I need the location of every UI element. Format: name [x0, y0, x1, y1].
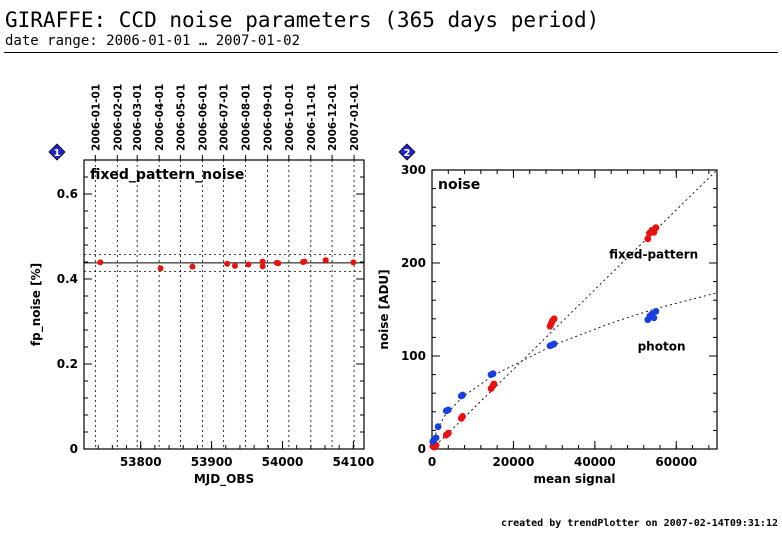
data-point-fixed-pattern — [459, 413, 466, 420]
top-axis-date-label: 2006-04-01 — [154, 84, 166, 151]
data-point-photon — [650, 314, 658, 322]
data-point-photon — [432, 434, 440, 442]
panel-badge-icon — [48, 143, 66, 161]
data-point-photon — [444, 406, 452, 414]
data-point — [224, 260, 231, 267]
data-point-photon — [434, 423, 442, 431]
top-axis-date-label: 2006-05-01 — [175, 84, 187, 151]
header-divider — [4, 52, 778, 53]
data-point-photon — [459, 391, 466, 399]
y-tick-label: 0 — [70, 442, 78, 456]
top-axis-date-label: 2007-01-01 — [349, 84, 361, 151]
panel-badge-icon — [398, 143, 416, 161]
y-tick-label: 0 — [418, 442, 426, 456]
panel-badge-number: 1 — [54, 148, 61, 159]
top-axis-date-label: 2006-12-01 — [327, 84, 339, 151]
y-tick-label: 0.6 — [57, 187, 78, 201]
data-point-fixed-pattern — [444, 429, 452, 437]
top-axis-date-label: 2006-03-01 — [132, 84, 144, 151]
data-point — [275, 260, 282, 267]
annotation-fixed-pattern: fixed-pattern — [609, 247, 698, 261]
data-point — [301, 258, 308, 265]
y-tick-label: 200 — [401, 256, 426, 270]
x-tick-label: 20000 — [493, 455, 535, 469]
data-point-photon — [489, 370, 497, 378]
y-axis-label: fp_noise [%] — [29, 263, 44, 346]
top-axis-date-label: 2006-08-01 — [241, 84, 253, 151]
y-tick-label: 100 — [401, 349, 426, 363]
top-axis-date-label: 2006-06-01 — [197, 84, 209, 151]
data-point — [97, 259, 104, 266]
top-axis-date-label: 2006-01-01 — [90, 84, 102, 151]
top-axis-date-label: 2006-02-01 — [112, 84, 124, 151]
top-axis-date-label: 2006-11-01 — [306, 84, 318, 151]
data-point — [231, 262, 238, 269]
data-point — [189, 263, 196, 270]
y-tick-label: 300 — [401, 163, 426, 177]
top-axis-date-label: 2006-09-01 — [263, 84, 275, 151]
plot-frame — [431, 169, 718, 450]
data-point — [259, 258, 266, 265]
x-tick-label: 54000 — [262, 455, 304, 469]
x-tick-label: 53800 — [120, 455, 162, 469]
panel-title: fixed_pattern_noise — [90, 167, 244, 183]
x-tick-label: 0 — [428, 455, 436, 469]
data-point-photon — [550, 340, 558, 348]
x-tick-label: 54100 — [332, 455, 374, 469]
data-point — [157, 265, 164, 272]
top-axis-date-label: 2006-07-01 — [219, 84, 231, 151]
data-point — [322, 257, 329, 264]
data-point — [350, 259, 357, 266]
data-point-fixed-pattern — [652, 224, 660, 232]
y-axis-label: noise [ADU] — [377, 269, 391, 349]
x-tick-label: 53900 — [191, 455, 233, 469]
data-point-fixed-pattern — [644, 235, 652, 243]
x-axis-label: MJD_OBS — [194, 472, 254, 487]
fit-line-fixed-pattern — [431, 169, 718, 450]
x-tick-label: 40000 — [574, 455, 616, 469]
x-tick-label: 60000 — [655, 455, 697, 469]
data-point — [245, 261, 252, 268]
annotation-photon: photon — [638, 339, 686, 353]
page-title: GIRAFFE: CCD noise parameters (365 days … — [5, 8, 600, 32]
chart-panel-1: 0 0.2 0.4 0.6 53800 53900 54000 54100 MJD_OBS fp_… — [29, 84, 374, 487]
top-axis-date-label: 2006-10-01 — [284, 84, 296, 151]
data-point-fixed-pattern — [550, 315, 558, 323]
data-point-photon — [652, 307, 660, 315]
panel-title: noise — [438, 177, 480, 193]
y-tick-label: 0.2 — [57, 357, 78, 371]
date-range-subtitle: date range: 2006-01-01 … 2007-01-02 — [5, 33, 301, 49]
data-point — [259, 263, 266, 270]
chart-panel-2: 0 100 200 300 0 20000 40000 60000 mean signal noi… — [377, 143, 718, 486]
panel-badge-number: 2 — [404, 148, 411, 159]
data-point-fixed-pattern — [490, 380, 498, 388]
x-axis-label: mean signal — [533, 472, 615, 486]
y-tick-label: 0.4 — [57, 272, 78, 286]
fit-line-photon — [431, 292, 718, 450]
footer-credit: created by trendPlotter on 2007-02-14T09… — [501, 518, 778, 529]
